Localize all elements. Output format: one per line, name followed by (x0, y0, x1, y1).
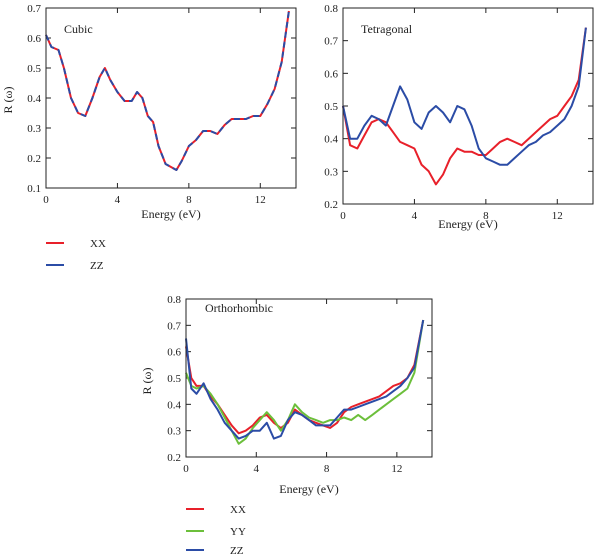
plot-frame (45, 7, 297, 189)
x-tick-label: 8 (483, 210, 489, 222)
chart-panel-orthorhombic: 0.2 0.3 0.4 0.5 0.6 0.7 0.8 0 4 8 12 Orthorhombic En… (140, 294, 433, 557)
plot-frame (185, 298, 433, 458)
x-tick-label: 12 (391, 463, 402, 475)
y-axis-label: R (ω) (1, 87, 15, 114)
x-tick-label: 4 (412, 210, 418, 222)
legend-label: YY (230, 526, 246, 538)
x-tick-label: 0 (43, 194, 49, 206)
y-tick-label: 0.5 (324, 101, 338, 113)
x-axis-label: Energy (eV) (438, 217, 497, 231)
x-tick-label: 12 (552, 210, 563, 222)
series-line-zz (185, 319, 425, 440)
x-tick-label: 12 (255, 194, 266, 206)
x-axis-label: Energy (eV) (279, 482, 338, 496)
panel-title: Tetragonal (361, 22, 413, 36)
y-tick-label: 0.5 (27, 63, 41, 75)
y-tick-label: 0.4 (27, 93, 41, 105)
y-tick-label: 0.2 (27, 153, 41, 165)
y-tick-label: 0.2 (167, 452, 181, 464)
y-tick-label: 0.5 (167, 373, 181, 385)
chart-panel-cubic: 0.1 0.2 0.3 0.4 0.5 0.6 0.7 0 4 8 12 Cubic Energy (e… (1, 3, 297, 272)
legend-label: ZZ (230, 545, 244, 557)
y-tick-label: 0.3 (324, 166, 338, 178)
y-tick-label: 0.4 (324, 134, 338, 146)
y-tick-label: 0.8 (167, 294, 181, 306)
plot-frame (342, 7, 594, 205)
series-line-zz (45, 10, 290, 171)
x-tick-label: 4 (115, 194, 121, 206)
y-tick-label: 0.6 (324, 68, 338, 80)
y-tick-label: 0.1 (27, 183, 41, 195)
x-tick-label: 8 (186, 194, 192, 206)
y-tick-label: 0.4 (167, 399, 181, 411)
y-tick-label: 0.7 (324, 36, 338, 48)
legend-label: XX (230, 504, 246, 516)
series-line-xx (342, 27, 587, 186)
panel-title: Cubic (64, 22, 93, 36)
y-tick-label: 0.7 (167, 320, 181, 332)
x-tick-label: 8 (324, 463, 330, 475)
panel-title: Orthorhombic (205, 301, 273, 315)
legend: XX ZZ (46, 238, 106, 272)
y-tick-label: 0.6 (167, 347, 181, 359)
chart-panel-tetragonal: 0.2 0.3 0.4 0.5 0.6 0.7 0.8 0 4 8 12 Tetragonal Ener… (324, 3, 594, 231)
y-tick-label: 0.8 (324, 3, 338, 15)
legend-label: ZZ (90, 260, 104, 272)
x-tick-label: 0 (183, 463, 189, 475)
x-axis-label: Energy (eV) (141, 207, 200, 221)
legend: XX YY ZZ (186, 504, 246, 557)
y-tick-label: 0.7 (27, 3, 41, 15)
y-tick-label: 0.2 (324, 199, 338, 211)
x-tick-label: 0 (340, 210, 346, 222)
y-tick-label: 0.6 (27, 33, 41, 45)
legend-label: XX (90, 238, 106, 250)
series-line-zz (342, 27, 587, 166)
y-tick-label: 0.3 (167, 426, 181, 438)
y-axis-label: R (ω) (140, 368, 154, 395)
x-tick-label: 4 (254, 463, 260, 475)
y-tick-label: 0.3 (27, 123, 41, 135)
series-line-yy (185, 319, 425, 445)
